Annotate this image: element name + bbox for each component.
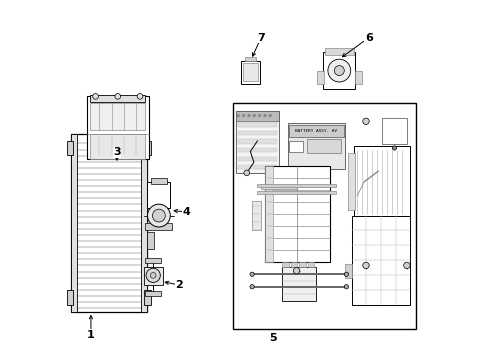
Bar — [71, 134, 77, 312]
Circle shape — [328, 59, 351, 82]
Bar — [289, 125, 343, 136]
Circle shape — [264, 114, 267, 117]
Bar — [245, 57, 256, 61]
Circle shape — [242, 114, 245, 117]
Bar — [233, 103, 416, 329]
Bar — [238, 131, 277, 135]
Circle shape — [244, 170, 249, 176]
Bar — [382, 118, 407, 144]
Circle shape — [344, 272, 348, 276]
Bar — [238, 157, 277, 161]
Circle shape — [294, 267, 300, 274]
Bar — [307, 139, 341, 153]
Circle shape — [93, 94, 98, 99]
Circle shape — [146, 268, 160, 283]
Bar — [308, 262, 315, 267]
Bar — [282, 267, 316, 301]
Circle shape — [269, 114, 271, 117]
Text: 7: 7 — [257, 33, 265, 43]
Circle shape — [250, 285, 254, 289]
Circle shape — [404, 262, 410, 269]
Bar — [299, 262, 306, 267]
Bar — [144, 267, 163, 285]
Bar — [265, 166, 330, 262]
Bar — [151, 178, 167, 184]
Circle shape — [237, 114, 240, 117]
Bar — [236, 111, 279, 173]
Bar — [144, 290, 151, 305]
Bar — [146, 224, 172, 230]
Text: 3: 3 — [113, 147, 121, 157]
Bar — [90, 134, 146, 159]
Bar — [67, 141, 74, 155]
Bar — [146, 258, 161, 262]
Bar — [236, 111, 279, 121]
Bar — [288, 123, 344, 169]
Text: 5: 5 — [270, 333, 277, 343]
Bar — [252, 201, 261, 230]
Bar — [90, 103, 146, 130]
Bar — [144, 141, 151, 155]
Circle shape — [363, 262, 369, 269]
Circle shape — [334, 66, 344, 76]
Bar — [353, 146, 411, 217]
Bar — [238, 122, 277, 127]
Bar — [323, 52, 355, 89]
Circle shape — [250, 272, 254, 276]
Text: 4: 4 — [182, 207, 190, 217]
Circle shape — [258, 114, 261, 117]
Bar — [291, 262, 297, 267]
Bar — [355, 72, 362, 84]
Bar — [87, 96, 149, 159]
Circle shape — [137, 94, 143, 99]
Bar — [352, 216, 411, 305]
Bar — [146, 291, 161, 296]
Bar — [238, 148, 277, 152]
Bar — [317, 72, 324, 84]
Circle shape — [344, 285, 348, 289]
Bar — [241, 61, 260, 84]
Bar — [67, 290, 74, 305]
Bar — [147, 182, 171, 208]
Circle shape — [115, 94, 121, 99]
Text: 2: 2 — [175, 280, 183, 290]
Bar — [265, 166, 273, 262]
Text: 6: 6 — [365, 33, 373, 43]
Circle shape — [253, 114, 256, 117]
Bar — [257, 184, 336, 187]
Bar — [344, 264, 352, 278]
Circle shape — [150, 273, 156, 278]
Circle shape — [392, 146, 396, 150]
Text: 1: 1 — [87, 330, 95, 340]
Bar — [71, 134, 147, 312]
Bar — [238, 165, 277, 169]
Bar — [261, 185, 296, 189]
Bar — [238, 139, 277, 144]
Bar — [282, 262, 289, 267]
Bar — [90, 95, 146, 102]
Bar — [325, 48, 353, 55]
Bar — [141, 134, 147, 312]
Bar — [147, 231, 154, 249]
Bar — [348, 153, 355, 210]
Circle shape — [363, 118, 369, 125]
Circle shape — [152, 209, 165, 222]
Bar — [243, 63, 258, 81]
Circle shape — [247, 114, 250, 117]
Text: BATTERY ASSY. HV: BATTERY ASSY. HV — [295, 129, 337, 133]
Bar — [290, 141, 303, 152]
Bar — [257, 191, 336, 194]
Circle shape — [147, 204, 171, 227]
